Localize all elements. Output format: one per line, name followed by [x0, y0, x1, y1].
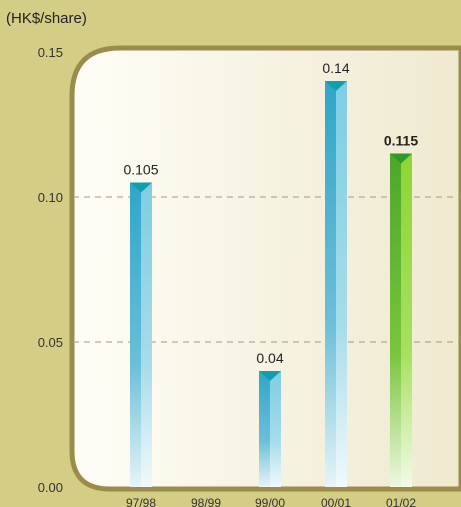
bar: [325, 81, 347, 487]
y-unit-label: (HK$/share): [6, 10, 87, 27]
data-label: 0.14: [322, 60, 349, 76]
bar: [130, 182, 152, 487]
x-tick-label: 99/00: [255, 496, 285, 507]
x-tick-label: 98/99: [191, 496, 221, 507]
data-label: 0.105: [123, 162, 158, 178]
x-axis-ticks: 97/98 98/99 99/00 00/01 01/02: [126, 496, 416, 507]
x-tick-label: 01/02: [386, 496, 416, 507]
x-tick-label: 97/98: [126, 496, 156, 507]
data-label: 0.115: [384, 133, 418, 149]
bar: [259, 371, 281, 487]
y-tick-label: 0.15: [38, 45, 63, 60]
bars: [130, 81, 412, 487]
data-label: 0.04: [256, 350, 283, 366]
y-tick-label: 0.00: [38, 480, 63, 495]
bar: [390, 153, 412, 487]
y-axis-ticks: 0.00 0.05 0.10 0.15: [38, 45, 63, 495]
plot-panel: [69, 45, 461, 492]
x-tick-label: 00/01: [321, 496, 351, 507]
y-tick-label: 0.05: [38, 335, 63, 350]
y-tick-label: 0.10: [38, 190, 63, 205]
data-labels: 0.105 0.04 0.14 0.115: [123, 60, 418, 366]
